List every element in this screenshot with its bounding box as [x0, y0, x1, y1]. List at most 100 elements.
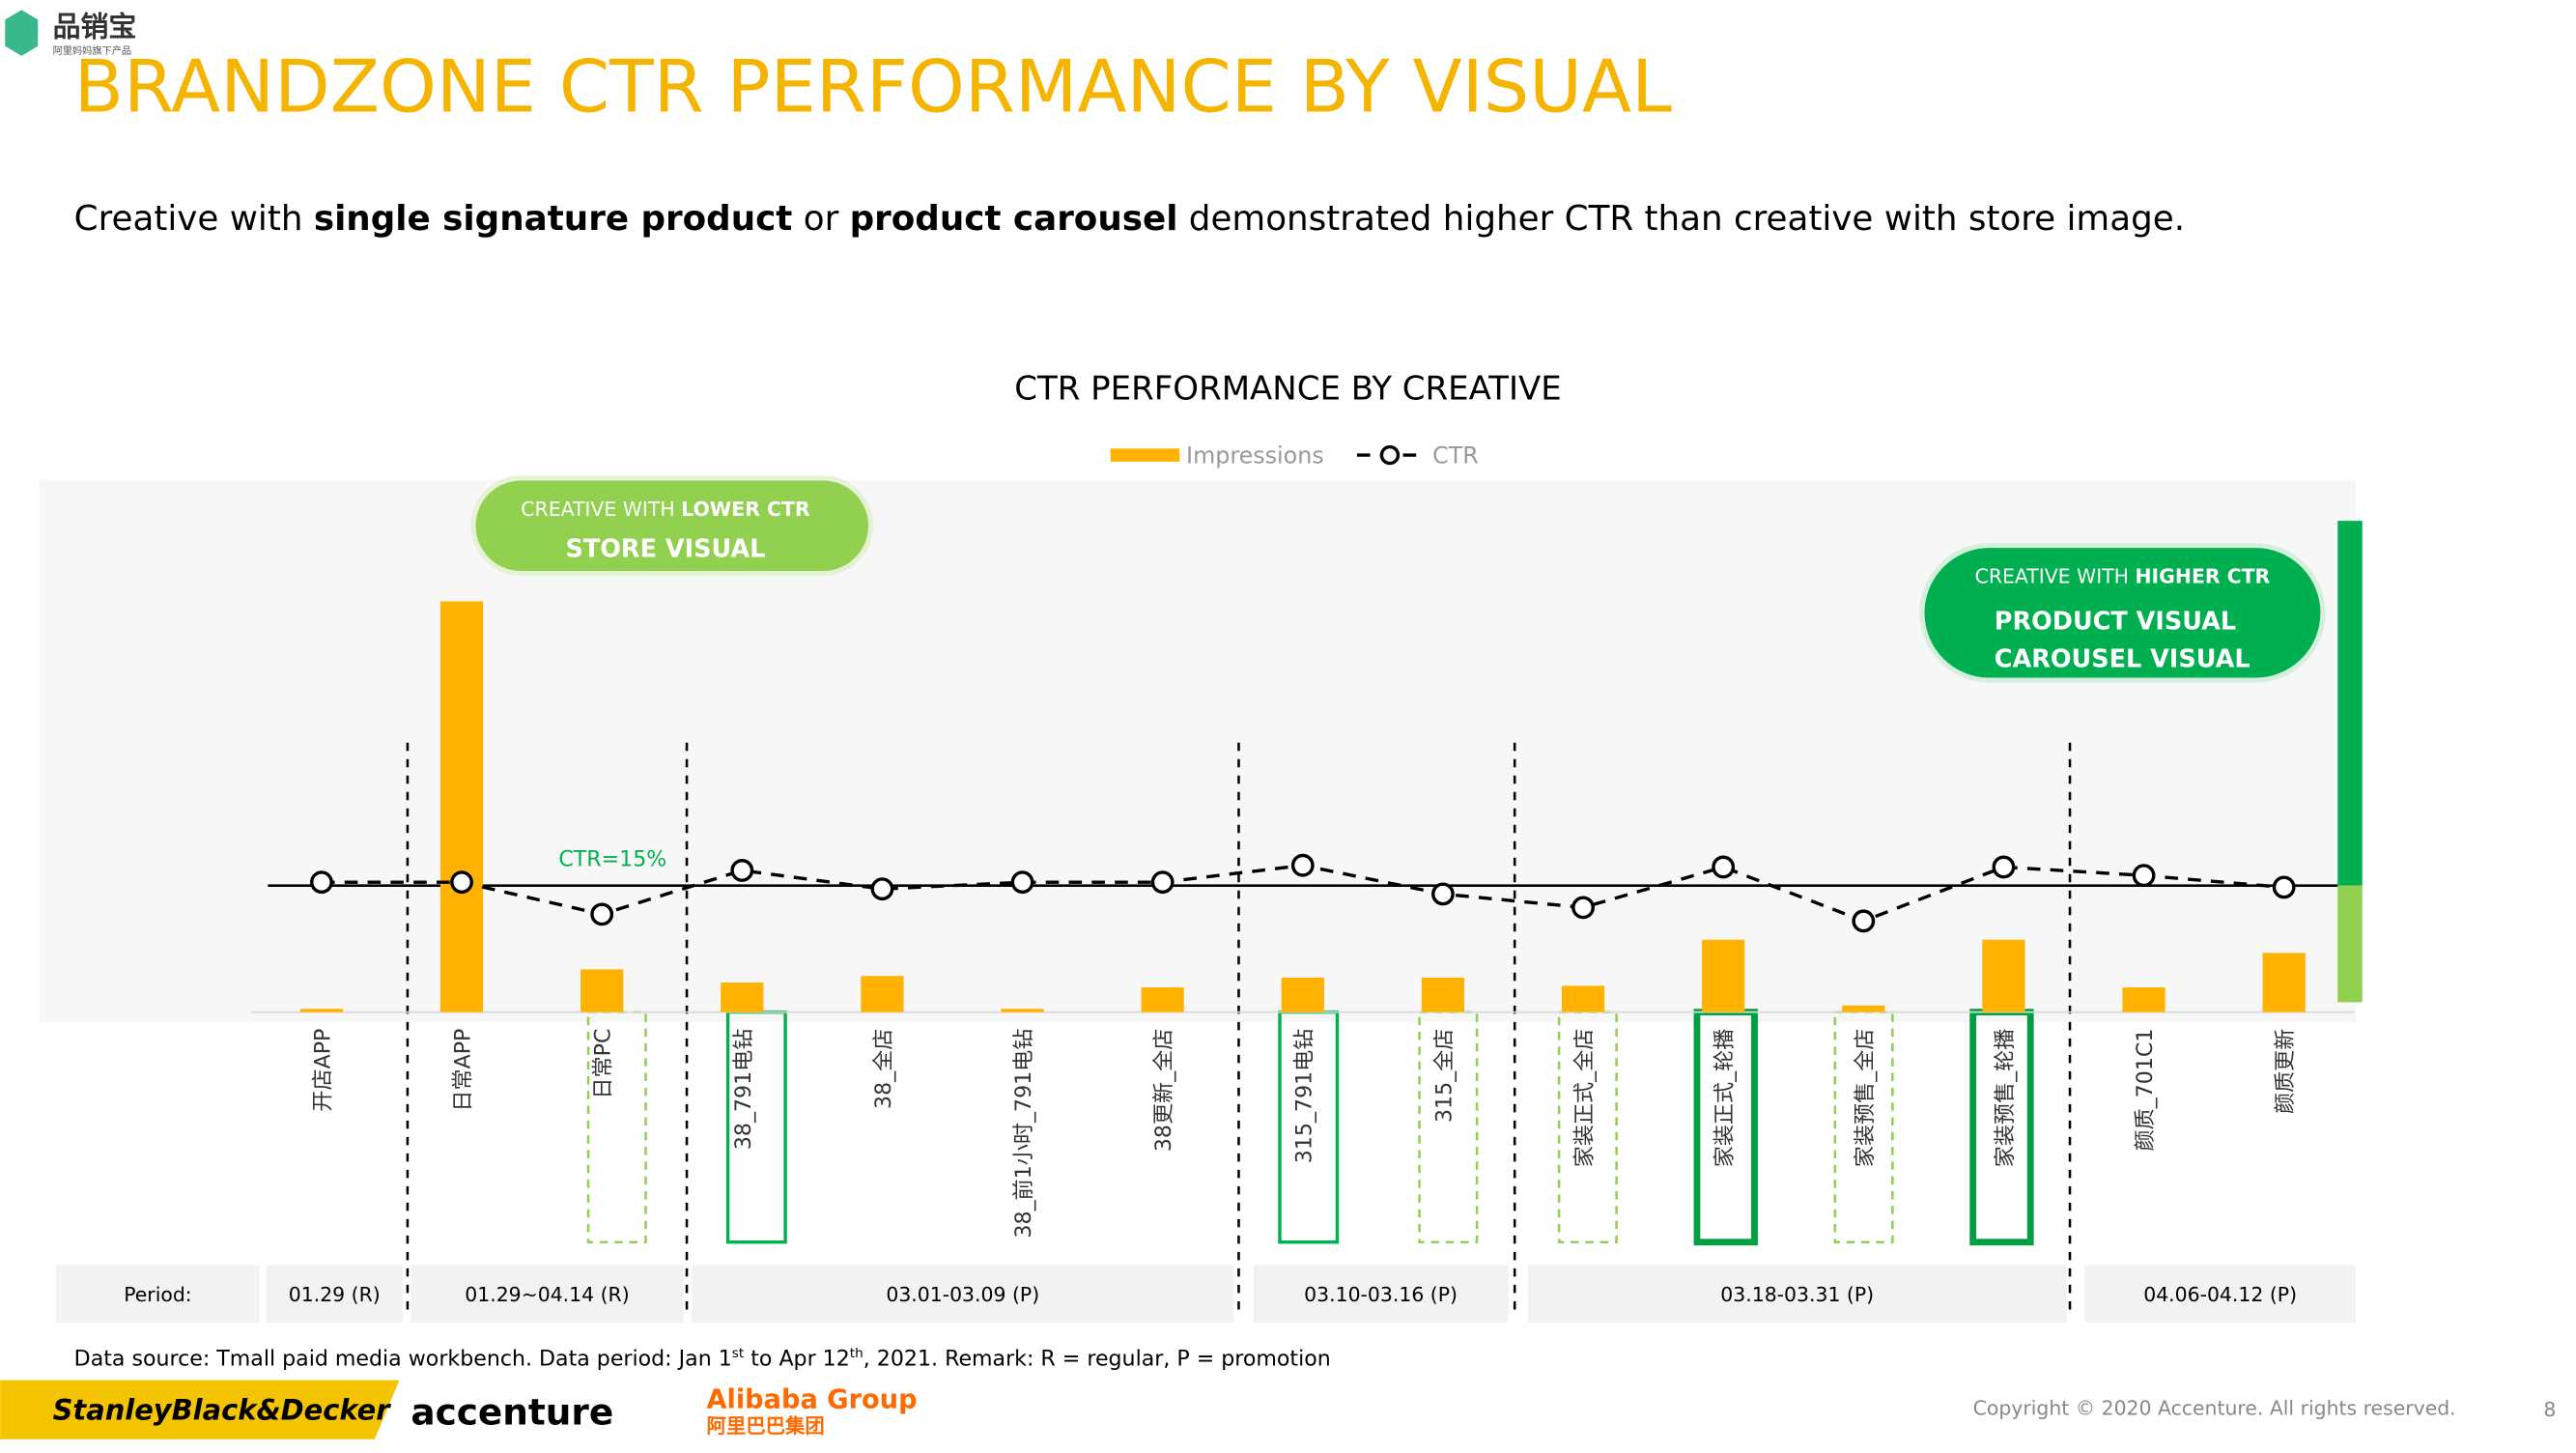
box: [1557, 1011, 1618, 1243]
x-tick-label: 38_791电钻: [731, 1029, 756, 1151]
ctr-point: [590, 902, 614, 926]
callout-heading: STORE VISUAL: [566, 535, 766, 564]
x-tick-label: 家装预售_全店: [1853, 1029, 1878, 1168]
logo-sbd: StanleyBlack&Decker: [53, 1393, 392, 1426]
footnote: Data source: Tmall paid media workbench.…: [74, 1346, 1331, 1372]
page-number: 8: [2543, 1398, 2556, 1421]
legend-swatch: [1110, 448, 1180, 462]
logo-sub: 阿里妈妈旗下产品: [53, 44, 131, 57]
logo-alibaba: Alibaba Group: [706, 1384, 917, 1414]
bar: [1982, 939, 2025, 1012]
callout-text: CREATIVE WITH HIGHER CTR: [1975, 565, 2271, 588]
subtitle: Creative with single signature product o…: [74, 199, 2185, 239]
bar: [1001, 1009, 1044, 1012]
x-tick-label: 家装正式_轮播: [1713, 1029, 1738, 1168]
period-label: 03.10-03.16 (P): [1304, 1283, 1458, 1306]
logo-accenture: accenture: [410, 1390, 613, 1433]
logo-alibaba-cn: 阿里巴巴集团: [706, 1414, 824, 1438]
note-part: Data source: Tmall paid media workbench.…: [74, 1346, 732, 1371]
ctr-point: [450, 870, 473, 895]
legend-label: Impressions: [1186, 442, 1324, 470]
box: [586, 1011, 647, 1243]
plot: CTR=15% 开店APP 日常APP 日常PC 38_791电钻 38_全店 38_前1小…: [55, 442, 2356, 1324]
callout-bold: HIGHER CTR: [2136, 565, 2271, 588]
x-tick-label: 315_791电钻: [1291, 1029, 1316, 1164]
ctr-point: [2272, 875, 2296, 899]
period-label: 04.06-04.12 (P): [2143, 1283, 2297, 1306]
subtitle-part: or: [792, 199, 849, 239]
ctr-point: [1290, 853, 1315, 877]
ctr-point: [1431, 882, 1455, 906]
period-label: Period:: [124, 1283, 191, 1306]
x-tick-label: 38_全店: [871, 1029, 896, 1109]
bar: [1561, 985, 1605, 1012]
x-tick-label: 38更新_全店: [1151, 1029, 1176, 1153]
ctr-point: [870, 877, 894, 901]
period-cell: [692, 1265, 1234, 1324]
callout-text: CREATIVE WITH LOWER CTR: [521, 498, 810, 521]
bar: [861, 976, 904, 1012]
period-label: 01.29~04.14 (R): [465, 1283, 629, 1306]
bar: [721, 983, 764, 1012]
period-separators: [406, 742, 2072, 1318]
subtitle-bold: product carousel: [850, 199, 1178, 239]
box: [1833, 1011, 1894, 1243]
callout-higher: [1919, 543, 2326, 683]
ctr-point: [1712, 855, 1736, 879]
callout-lower: [470, 475, 874, 577]
x-tick-label: 315_全店: [1431, 1029, 1457, 1123]
chart-title: CTR PERFORMANCE BY CREATIVE: [1014, 369, 1562, 408]
bar: [580, 969, 624, 1012]
x-tick-label: 家装预售_轮播: [1993, 1029, 2018, 1168]
bar: [299, 1009, 344, 1012]
ctr-point: [1852, 909, 1876, 933]
ctr-point: [730, 859, 754, 882]
ctr-point: [1150, 870, 1175, 895]
note-part: , 2021. Remark: R = regular, P = promoti…: [863, 1346, 1331, 1371]
copyright: Copyright © 2020 Accenture. All rights r…: [1973, 1396, 2456, 1419]
logo: 品销宝: [53, 10, 137, 43]
ctr-point: [1992, 855, 2016, 879]
subtitle-bold: single signature product: [314, 199, 793, 239]
period-label: 03.18-03.31 (P): [1720, 1283, 1874, 1306]
title: BRANDZONE CTR PERFORMANCE BY VISUAL: [74, 45, 1672, 129]
callout-part: CREATIVE WITH: [521, 498, 681, 521]
x-tick-label: 颜质更新: [2273, 1029, 2298, 1114]
legend-marker: [1379, 444, 1401, 466]
ctr-point: [2132, 864, 2156, 888]
note-part: to Apr 12: [744, 1346, 850, 1371]
sbd-logo-bg: [0, 1380, 400, 1439]
x-tick-label: 38_前1小时_791电钻: [1011, 1029, 1036, 1239]
callout-bold: LOWER CTR: [681, 498, 810, 521]
note-sup: st: [732, 1346, 744, 1361]
bar: [439, 601, 484, 1012]
x-tick-label: 日常PC: [591, 1029, 616, 1099]
bar: [1842, 1005, 1885, 1012]
callout-heading: CAROUSEL VISUAL: [1995, 644, 2250, 673]
bar: [2262, 953, 2306, 1012]
subtitle-part: demonstrated higher CTR than creative wi…: [1177, 199, 2185, 239]
x-tick-label: 开店APP: [310, 1029, 335, 1112]
box: [1418, 1011, 1479, 1243]
callout-heading: PRODUCT VISUAL: [1995, 607, 2236, 636]
bar: [1281, 977, 1324, 1012]
legend-label: CTR: [1432, 442, 1479, 470]
x-tick-label: 日常APP: [451, 1029, 476, 1112]
subtitle-part: Creative with: [74, 199, 314, 239]
bar: [1141, 987, 1184, 1012]
period-cell: [1527, 1265, 2067, 1324]
period-cell: [55, 1265, 260, 1324]
period-cell: [1253, 1265, 1509, 1324]
period-label: 01.29 (R): [289, 1283, 381, 1306]
callout-part: CREATIVE WITH: [1975, 565, 2136, 588]
side-bar: [2337, 885, 2363, 1003]
note-sup: th: [850, 1346, 863, 1361]
bar: [1421, 977, 1465, 1012]
x-tick-label: 颜质_701C1: [2133, 1029, 2158, 1152]
ctr-point: [1010, 870, 1034, 895]
period-cell: [2084, 1265, 2356, 1324]
ctr-point: [310, 870, 333, 895]
annotation: CTR=15%: [558, 846, 666, 871]
